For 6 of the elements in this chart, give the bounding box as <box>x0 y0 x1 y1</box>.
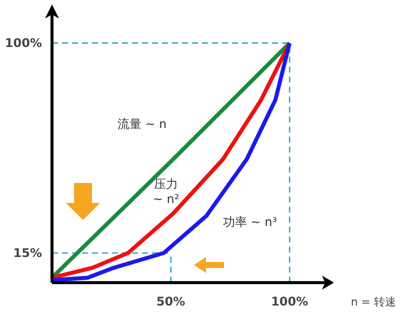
annotation: 流量 ~ n <box>117 117 167 131</box>
x-axis-title: n = 转速 <box>350 296 396 309</box>
y-tick-label: 15% <box>13 246 42 260</box>
annotation: 功率 ~ n³ <box>222 215 278 229</box>
annotation: 压力 ~ n² <box>152 177 180 206</box>
x-tick-label: 50% <box>156 294 186 309</box>
